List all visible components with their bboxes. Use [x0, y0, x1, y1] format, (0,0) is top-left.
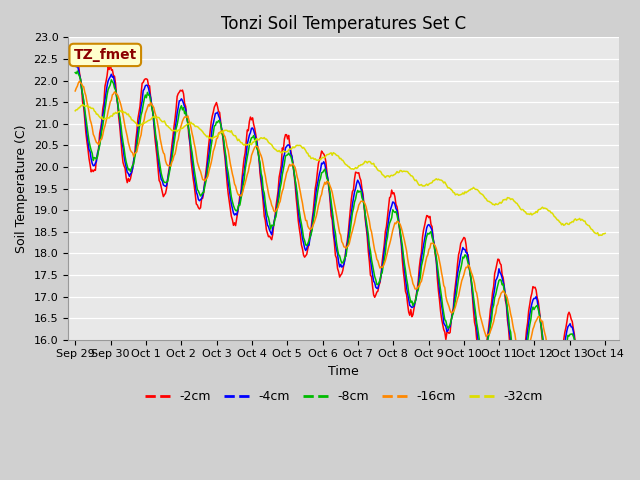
X-axis label: Time: Time	[328, 365, 359, 378]
Legend: -2cm, -4cm, -8cm, -16cm, -32cm: -2cm, -4cm, -8cm, -16cm, -32cm	[140, 385, 548, 408]
Title: Tonzi Soil Temperatures Set C: Tonzi Soil Temperatures Set C	[221, 15, 467, 33]
Y-axis label: Soil Temperature (C): Soil Temperature (C)	[15, 124, 28, 253]
Text: TZ_fmet: TZ_fmet	[74, 48, 137, 62]
